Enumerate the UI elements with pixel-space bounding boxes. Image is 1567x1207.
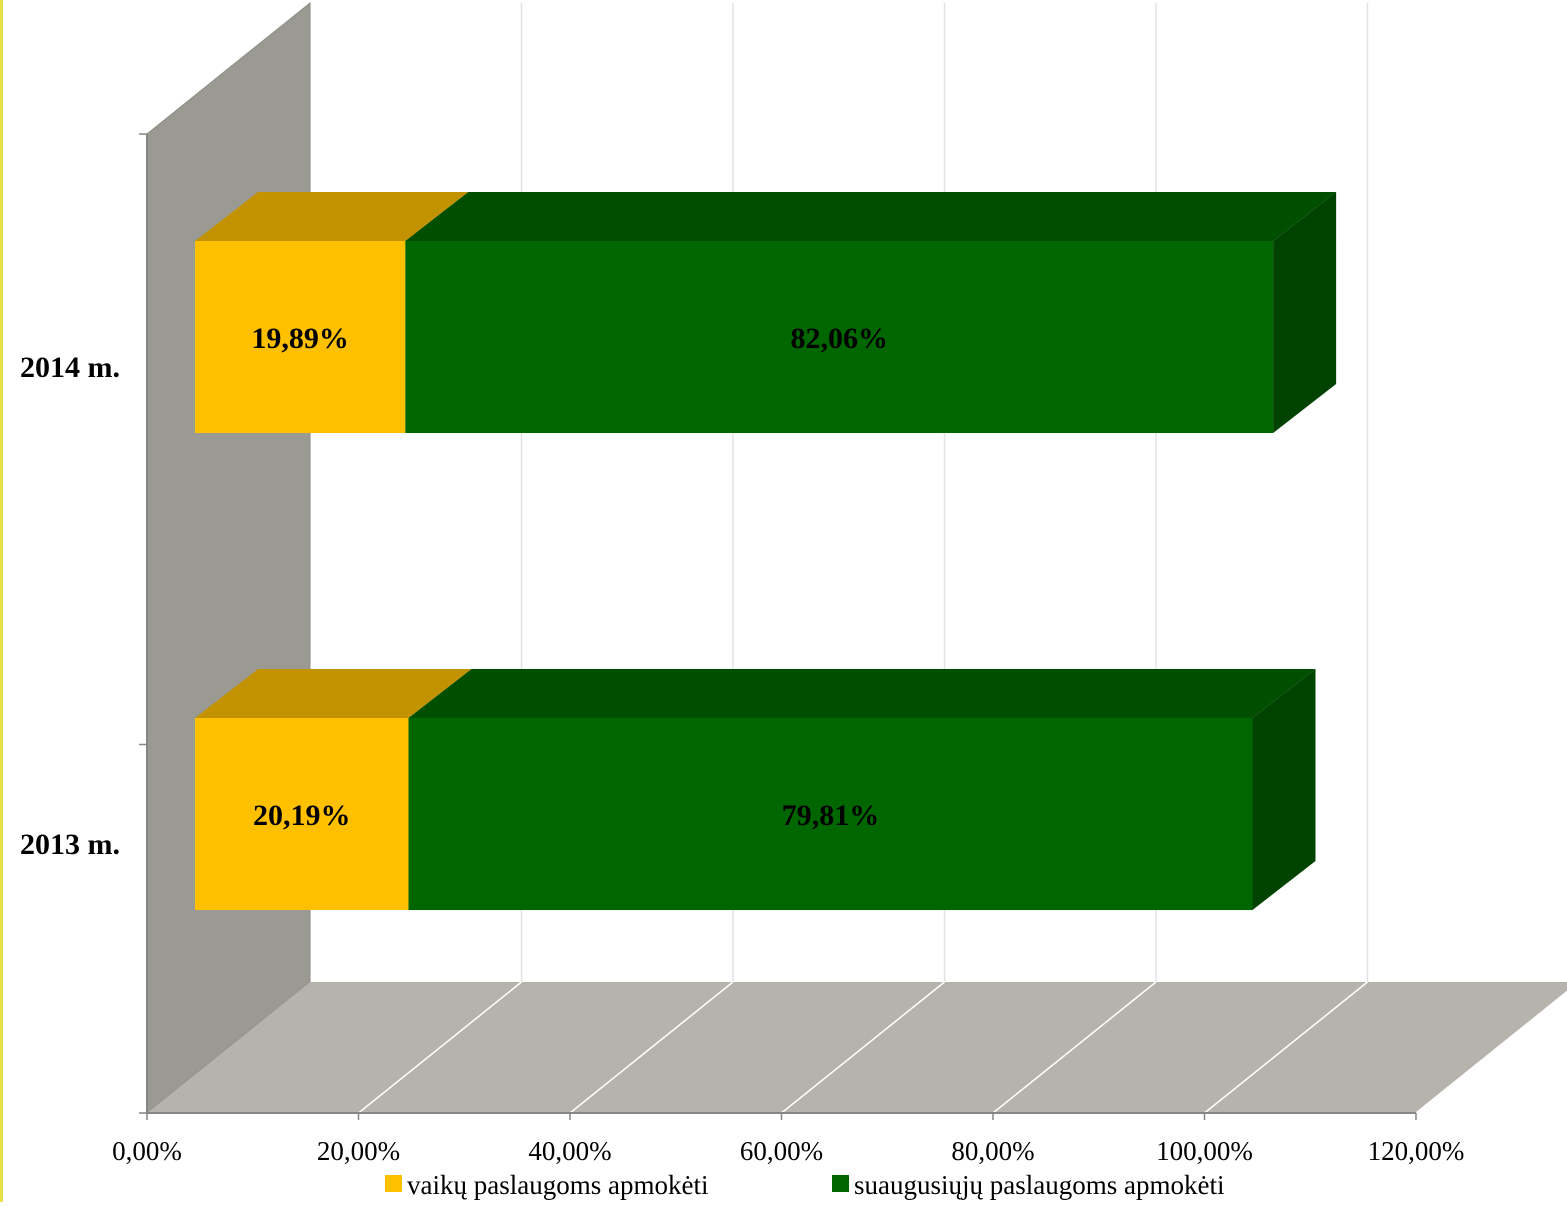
bars [195,192,1336,910]
category-label: 2014 m. [20,351,120,384]
x-tick-label: 100,00% [1156,1136,1253,1166]
legend-label: vaikų paslaugoms apmokėti [407,1170,708,1200]
x-tick-label: 60,00% [740,1136,823,1166]
legend-swatch [385,1175,402,1192]
chart-walls [147,3,1567,1113]
x-tick-label: 80,00% [951,1136,1034,1166]
x-tick-label: 20,00% [317,1136,400,1166]
page-edge-rule [0,0,3,1202]
gridlines [359,3,1567,1113]
legend-label: suaugusiųjų paslaugoms apmokėti [854,1170,1224,1200]
legend: vaikų paslaugoms apmokėti suaugusiųjų pas… [385,1170,1224,1200]
floor [147,982,1567,1113]
bar-top-face [409,669,1316,718]
category-label: 2013 m. [20,828,120,861]
data-label: 20,19% [253,799,351,832]
data-label: 19,89% [251,322,349,355]
x-tick-label: 0,00% [112,1136,182,1166]
legend-swatch [832,1175,849,1192]
data-label: 82,06% [790,322,888,355]
side-wall [147,3,310,1113]
data-label: 79,81% [782,799,880,832]
x-tick-label: 120,00% [1368,1136,1465,1166]
x-tick-label: 40,00% [528,1136,611,1166]
bar-top-face [405,192,1336,241]
